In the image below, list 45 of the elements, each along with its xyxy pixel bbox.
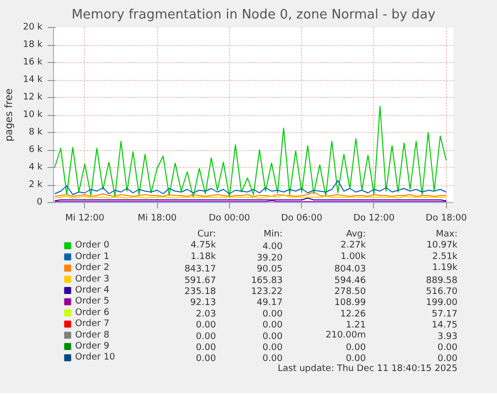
- y-tick-label: 12 k: [22, 92, 44, 102]
- text: 843.17 90.05 804.03 1.19k: [184, 263, 458, 275]
- y-tick-label: 20 k: [22, 22, 44, 32]
- y-tick-label: 18 k: [22, 40, 44, 50]
- legend-label: Order 5: [75, 296, 110, 307]
- x-tick-label: Do 00:00: [208, 214, 250, 224]
- x-tick-label: Do 18:00: [426, 214, 468, 224]
- y-axis-title: pages free: [4, 88, 15, 142]
- text: 0.00 0.00 210.00m 3.93: [196, 330, 458, 342]
- legend-label: Order 6: [75, 308, 110, 318]
- x-tick-label: Mi 18:00: [138, 214, 177, 224]
- line-series: [54, 106, 447, 198]
- text: Cur: Min: Avg: Max:: [197, 230, 458, 240]
- legend-label: Order 3: [75, 274, 110, 284]
- text: 0.00 0.00 0.00 0.00: [196, 354, 458, 364]
- legend-label: Order 4: [75, 286, 110, 296]
- y-tick-label: 8 k: [28, 128, 44, 138]
- legend-label: Order 8: [75, 330, 110, 340]
- x-tick-label: Do 06:00: [281, 214, 323, 224]
- text: Last update: Thu Dec 11 18:40:15 2025: [278, 364, 458, 374]
- legend-label: Order 0: [75, 240, 110, 251]
- text: 2.03 0.00 12.26 57.17: [196, 309, 458, 320]
- legend-label: Order 10: [75, 352, 116, 363]
- line-series: [54, 180, 447, 196]
- text: 4.75k 4.00 2.27k 10.97k: [190, 240, 458, 252]
- x-tick-label: Do 12:00: [353, 214, 395, 224]
- text: 92.13 49.17 108.99 199.00: [190, 298, 458, 308]
- legend-label: Order 2: [75, 263, 110, 274]
- y-tick-label: 4 k: [28, 162, 44, 172]
- x-tick-label: Mi 12:00: [65, 214, 105, 224]
- legend-label: Order 1: [75, 252, 110, 262]
- text: 591.67 165.83 594.46 889.58: [184, 276, 458, 286]
- text: 0.00 0.00 0.00 0.00: [196, 343, 458, 353]
- y-tick-label: 14 k: [22, 75, 44, 85]
- chart-title: Memory fragmentation in Node 0, zone Normal - by day: [72, 8, 436, 22]
- y-tick-label: 10 k: [22, 110, 44, 120]
- y-tick-label: 6 k: [28, 145, 44, 155]
- legend-label: Order 9: [75, 342, 110, 352]
- legend-label: Order 7: [75, 319, 110, 330]
- y-tick-label: 16 k: [22, 58, 44, 68]
- y-tick-label: 2 k: [28, 180, 44, 190]
- text: 0.00 0.00 1.21 14.75: [196, 320, 458, 331]
- y-tick-label: 0: [36, 198, 43, 208]
- text: 235.18 123.22 278.50 516.70: [184, 287, 458, 297]
- text: 1.18k 39.20 1.00k 2.51k: [190, 252, 458, 264]
